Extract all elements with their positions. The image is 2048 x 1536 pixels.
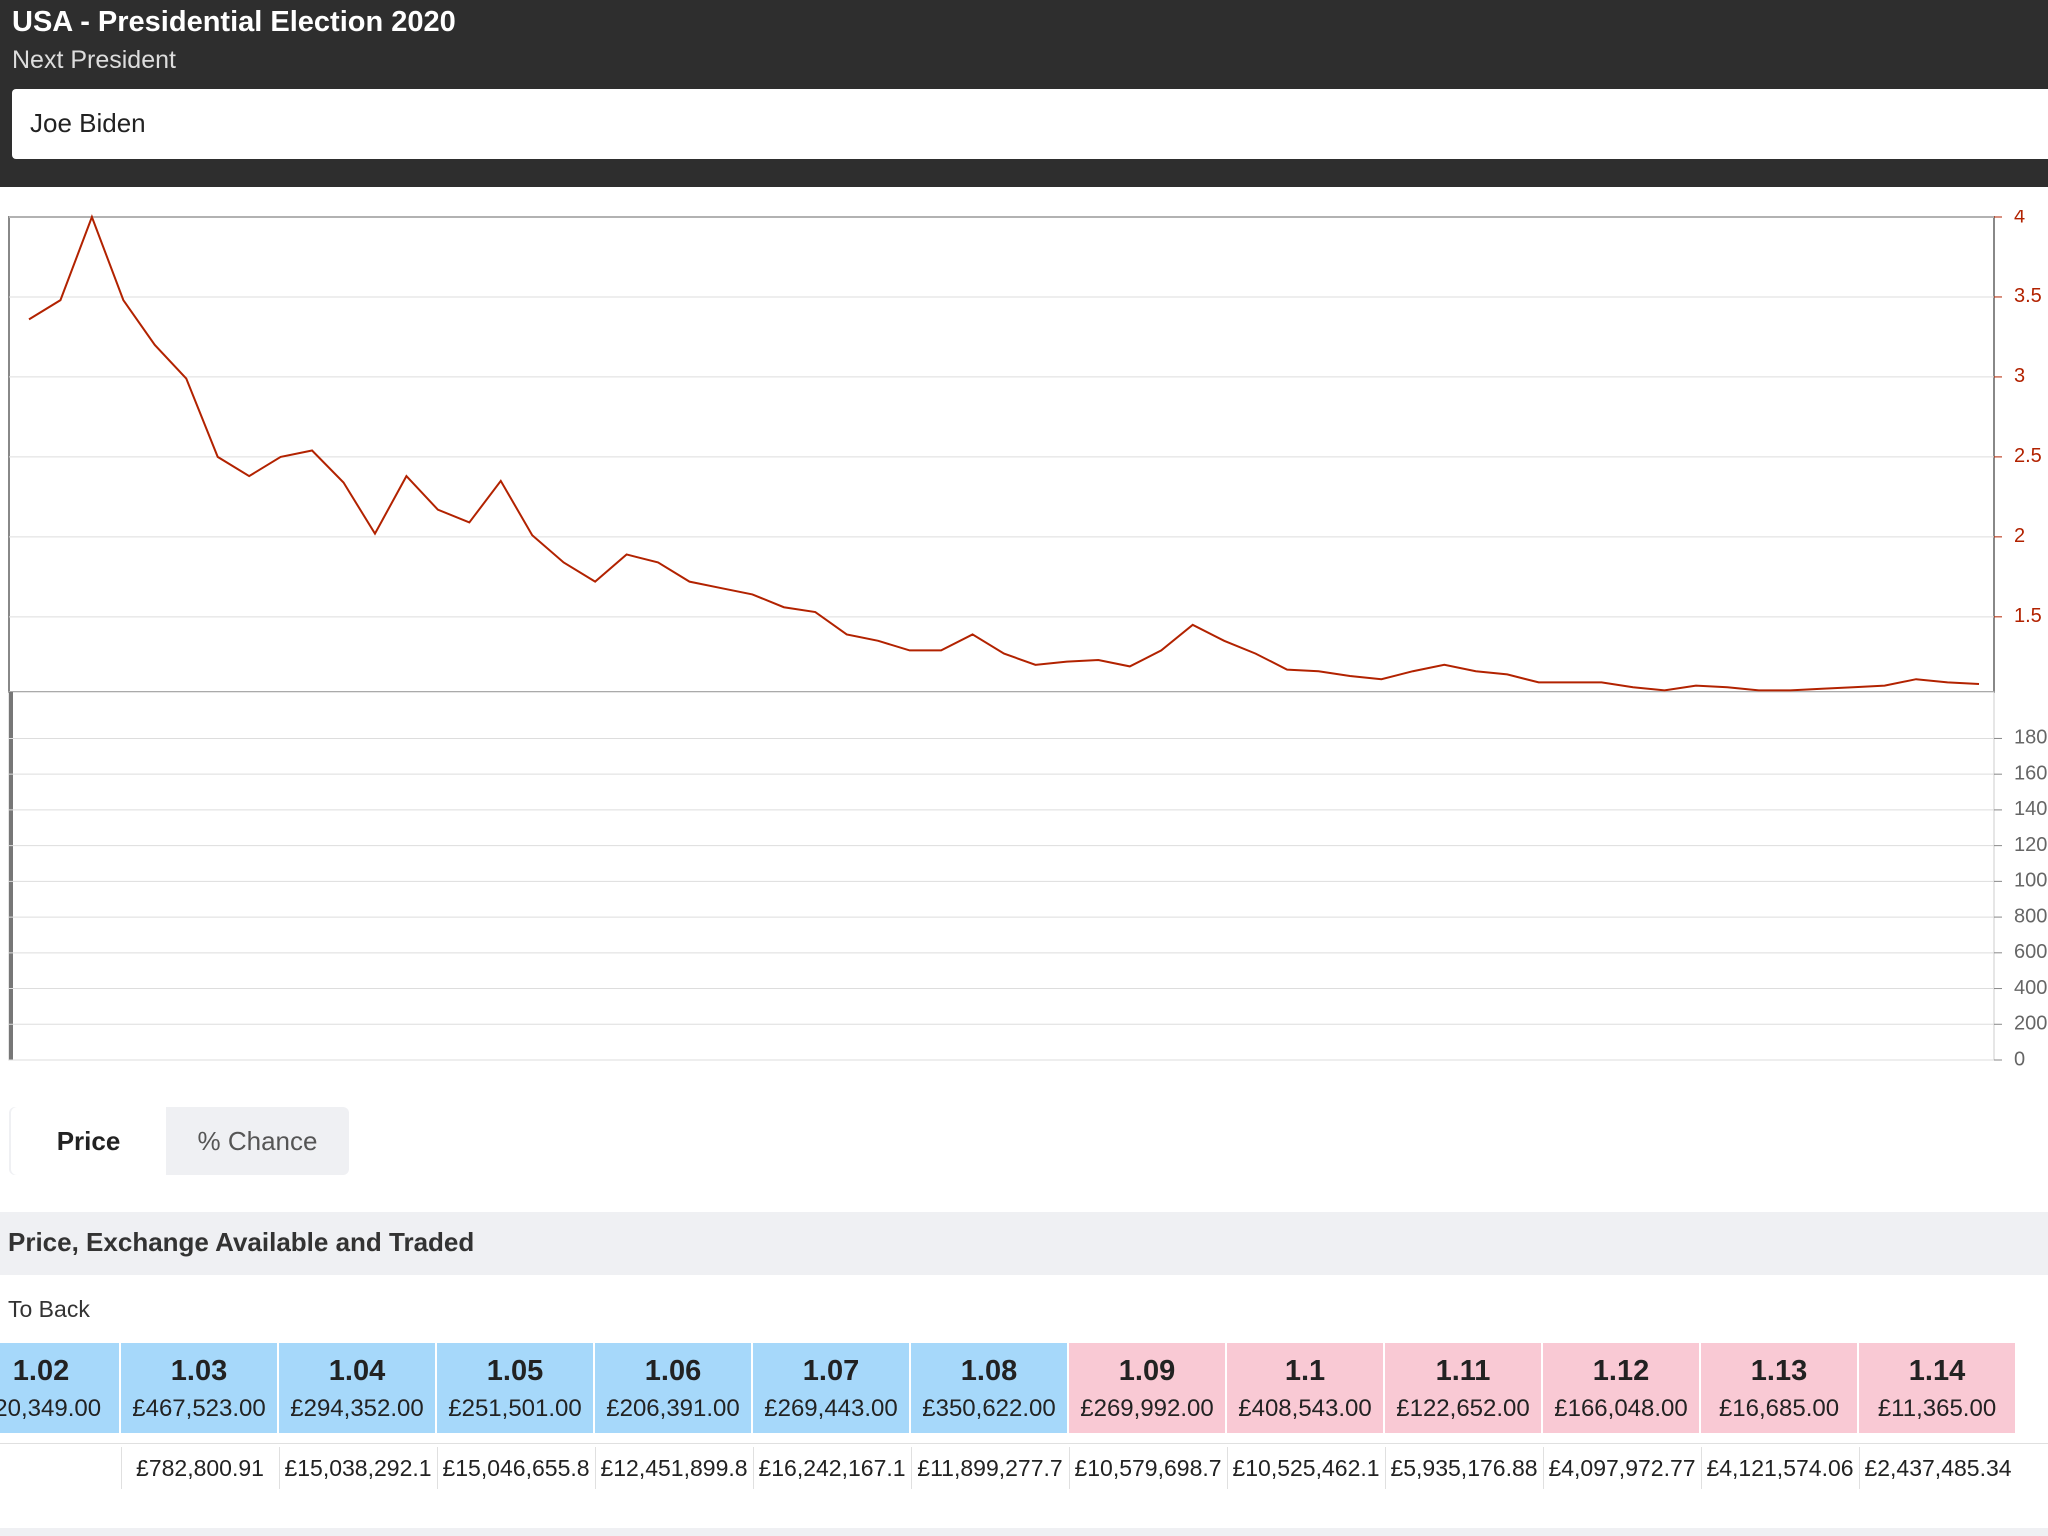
selection[interactable]: Joe Biden bbox=[30, 108, 146, 138]
traded: £10,525,462.1 bbox=[1227, 1447, 1384, 1489]
price-cell[interactable] bbox=[0, 1343, 119, 1433]
y-tick-label: 3.5 bbox=[2014, 285, 2042, 307]
chart: 4 3.5 3 2.5 2 1.5 0 200 400 600 800 100 120 140 160 180 bbox=[8, 210, 2047, 1070]
traded: £11,899,277.7 bbox=[911, 1447, 1068, 1489]
price[interactable]: 1.07 bbox=[802, 1355, 860, 1387]
y2-tick-label: 160 bbox=[2014, 762, 2047, 784]
price[interactable]: 1.04 bbox=[328, 1355, 386, 1387]
y2-tick-label: 100 bbox=[2014, 870, 2047, 892]
price[interactable]: 1.09 bbox=[1118, 1355, 1176, 1387]
row-divider bbox=[0, 1443, 2048, 1444]
footer-band bbox=[0, 1528, 2048, 1536]
y2-tick-label: 120 bbox=[2014, 834, 2047, 856]
price[interactable]: 1.08 bbox=[960, 1355, 1018, 1387]
available[interactable]: £269,443.00 bbox=[764, 1395, 898, 1422]
traded: £15,046,655.8 bbox=[437, 1447, 594, 1489]
subtitle: Next President bbox=[12, 46, 176, 74]
price[interactable]: 1.13 bbox=[1750, 1355, 1808, 1387]
y2-tick-label: 0 bbox=[2014, 1048, 2025, 1070]
available[interactable]: £350,622.00 bbox=[922, 1395, 1056, 1422]
title: USA - Presidential Election 2020 bbox=[12, 6, 456, 38]
y2-tick-label: 200 bbox=[2014, 1013, 2047, 1035]
section-title: Price, Exchange Available and Traded bbox=[8, 1227, 475, 1257]
price[interactable]: 1.06 bbox=[644, 1355, 702, 1387]
price-cell[interactable] bbox=[121, 1343, 277, 1433]
y2-tick-label: 140 bbox=[2014, 798, 2047, 820]
available[interactable]: £206,391.00 bbox=[606, 1395, 740, 1422]
price[interactable]: 1.14 bbox=[1908, 1355, 1966, 1387]
price-panel bbox=[8, 216, 1995, 693]
selection-box[interactable] bbox=[12, 89, 2048, 159]
available[interactable]: £294,352.00 bbox=[290, 1395, 424, 1422]
volume-bar-edge bbox=[9, 692, 13, 1060]
y2-tick-label: 400 bbox=[2014, 977, 2047, 999]
traded: £16,242,167.1 bbox=[753, 1447, 910, 1489]
price-cell[interactable] bbox=[753, 1343, 909, 1433]
y2-tick-label: 180 bbox=[2014, 727, 2047, 749]
available[interactable]: £166,048.00 bbox=[1554, 1395, 1688, 1422]
price-cell[interactable] bbox=[1385, 1343, 1541, 1433]
traded: £10,579,698.7 bbox=[1069, 1447, 1226, 1489]
price-cell[interactable] bbox=[279, 1343, 435, 1433]
price-cell[interactable] bbox=[1069, 1343, 1225, 1433]
available[interactable]: £20,349.00 bbox=[0, 1395, 102, 1422]
tab-chance[interactable]: % Chance bbox=[197, 1126, 318, 1156]
section-header bbox=[0, 1212, 2048, 1275]
y2-tick-label: 600 bbox=[2014, 941, 2047, 963]
price-cell[interactable] bbox=[911, 1343, 1067, 1433]
traded: £782,800.91 bbox=[121, 1447, 278, 1489]
price-cell[interactable] bbox=[595, 1343, 751, 1433]
price[interactable]: 1.11 bbox=[1435, 1355, 1491, 1387]
volume-panel bbox=[8, 691, 1995, 1061]
price[interactable]: 1.02 bbox=[12, 1355, 70, 1387]
traded: £15,038,292.1 bbox=[279, 1447, 436, 1489]
available[interactable]: £467,523.00 bbox=[132, 1395, 266, 1422]
y-tick-label: 2 bbox=[2014, 525, 2025, 547]
y-tick-label: 1.5 bbox=[2014, 605, 2042, 627]
y-tick-label: 3 bbox=[2014, 365, 2025, 387]
price-cell[interactable] bbox=[1701, 1343, 1857, 1433]
price-cell[interactable] bbox=[1543, 1343, 1699, 1433]
price-cell[interactable] bbox=[437, 1343, 593, 1433]
traded: £4,121,574.06 bbox=[1701, 1447, 1858, 1489]
available[interactable]: £251,501.00 bbox=[448, 1395, 582, 1422]
y2-tick-label: 800 bbox=[2014, 905, 2047, 927]
price-line bbox=[28, 214, 1980, 692]
price[interactable]: 1.12 bbox=[1592, 1355, 1650, 1387]
price[interactable]: 1.1 bbox=[1284, 1355, 1326, 1387]
available[interactable]: £16,685.00 bbox=[1718, 1395, 1840, 1422]
traded: £12,451,899.8 bbox=[595, 1447, 752, 1489]
traded bbox=[0, 1447, 120, 1489]
price[interactable]: 1.03 bbox=[170, 1355, 228, 1387]
y-tick-label: 4 bbox=[2014, 210, 2025, 227]
section-subtitle: To Back bbox=[8, 1296, 90, 1322]
available[interactable]: £122,652.00 bbox=[1396, 1395, 1530, 1422]
traded: £4,097,972.77 bbox=[1543, 1447, 1700, 1489]
traded: £2,437,485.34 bbox=[1859, 1447, 2016, 1489]
y-tick-label: 2.5 bbox=[2014, 445, 2042, 467]
price-cell[interactable] bbox=[1227, 1343, 1383, 1433]
price[interactable]: 1.05 bbox=[486, 1355, 544, 1387]
tab-price[interactable]: Price bbox=[11, 1107, 166, 1175]
available[interactable]: £11,365.00 bbox=[1877, 1395, 1997, 1422]
available[interactable]: £408,543.00 bbox=[1238, 1395, 1372, 1422]
traded: £5,935,176.88 bbox=[1385, 1447, 1542, 1489]
available[interactable]: £269,992.00 bbox=[1080, 1395, 1214, 1422]
price-cell[interactable] bbox=[1859, 1343, 2015, 1433]
